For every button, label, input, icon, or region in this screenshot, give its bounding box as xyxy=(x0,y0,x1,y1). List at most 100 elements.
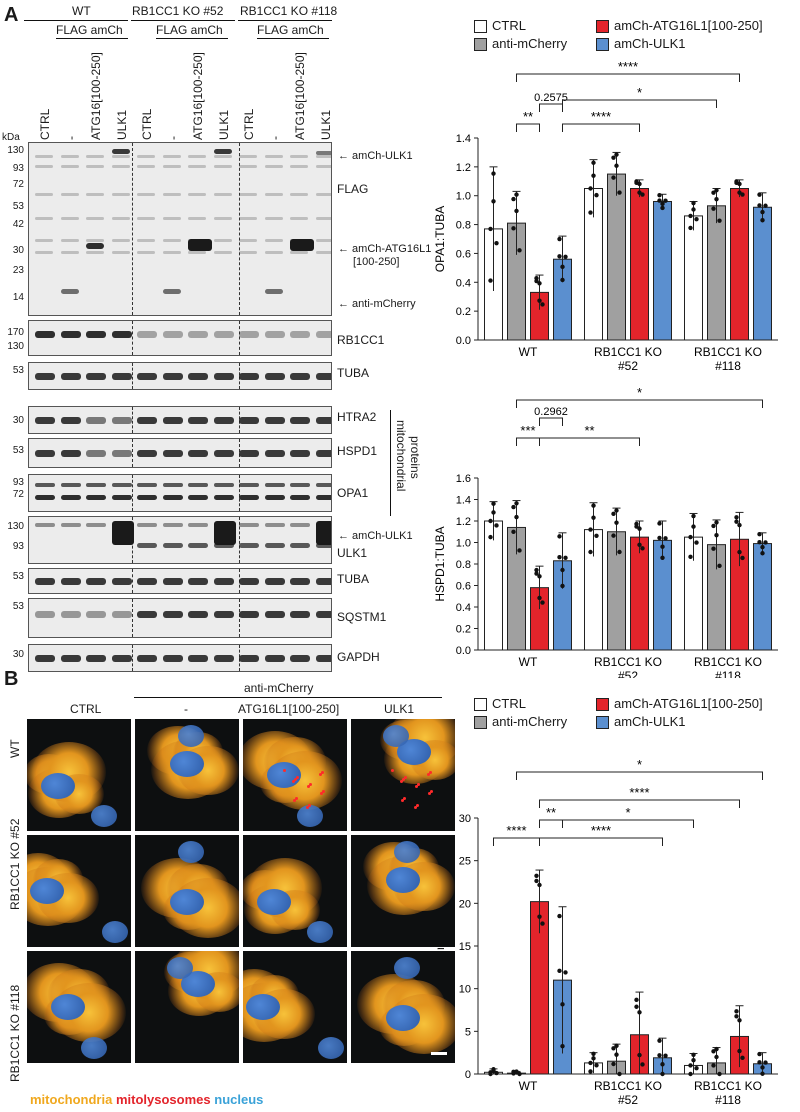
lane-label: ULK1 xyxy=(216,109,231,140)
x-category-label: WT xyxy=(519,345,538,359)
mw-marker: 72 xyxy=(12,179,24,190)
significance-label: * xyxy=(637,85,642,100)
blot-row xyxy=(28,406,332,434)
nucleus xyxy=(246,994,281,1020)
legend-swatch-ctrl xyxy=(474,698,487,711)
blot-row xyxy=(28,598,332,638)
data-point xyxy=(660,201,665,207)
mw-marker: 72 xyxy=(12,489,24,500)
y-tick-label: 0.4 xyxy=(456,602,471,614)
data-point xyxy=(640,192,645,197)
data-point xyxy=(757,203,762,208)
data-point xyxy=(588,1060,593,1066)
data-point xyxy=(634,997,639,1003)
blot-flag-line-2 xyxy=(156,38,228,39)
significance-label: *** xyxy=(520,423,535,438)
significance-label: **** xyxy=(629,785,649,800)
blot-row xyxy=(28,568,332,594)
data-point xyxy=(534,873,539,878)
micrograph xyxy=(26,950,132,1064)
data-point xyxy=(714,196,719,202)
data-point xyxy=(714,1054,719,1060)
x-category-label: #52 xyxy=(618,669,638,678)
mw-marker: 130 xyxy=(7,521,24,532)
data-point xyxy=(760,209,765,215)
significance-bracket xyxy=(539,819,563,828)
annot-amch-ulk1-2: ← amCh-ULK1 xyxy=(338,530,413,542)
data-point xyxy=(591,1056,596,1061)
y-tick-label: 15 xyxy=(459,941,471,953)
data-point xyxy=(660,1071,665,1077)
significance-label: ** xyxy=(546,805,556,820)
data-point xyxy=(688,554,693,560)
significance-label: ** xyxy=(584,423,594,438)
micrograph xyxy=(134,718,240,832)
data-point xyxy=(514,501,519,506)
data-point xyxy=(594,192,599,198)
legend-swatch-ulk1 xyxy=(596,716,609,729)
data-point xyxy=(488,226,493,232)
significance-bracket xyxy=(539,837,663,846)
data-point xyxy=(488,518,493,524)
mw-marker: 53 xyxy=(12,201,24,212)
y-tick-label: 0.6 xyxy=(456,581,471,593)
legend-swatch-ulk1 xyxy=(596,38,609,51)
lane-label: ULK1 xyxy=(114,109,129,140)
data-point xyxy=(740,1055,745,1061)
mw-marker: 53 xyxy=(12,365,24,376)
data-point xyxy=(588,549,593,555)
lane-label: ATG16[100-250] xyxy=(191,52,205,140)
data-point xyxy=(637,1010,642,1015)
lane-label: CTRL xyxy=(38,108,52,140)
data-point xyxy=(614,1052,619,1057)
lane-label: - xyxy=(165,136,180,140)
data-point xyxy=(640,546,645,551)
data-point xyxy=(560,567,565,573)
y-tick-label: 1.2 xyxy=(456,162,471,174)
data-point xyxy=(691,1057,696,1063)
data-point xyxy=(757,1051,762,1057)
significance-bracket xyxy=(562,123,640,132)
y-tick-label: 0.8 xyxy=(456,220,471,232)
significance-label: **** xyxy=(591,823,611,838)
nucleus xyxy=(30,878,65,904)
significance-bracket xyxy=(539,437,640,446)
data-point xyxy=(760,218,765,223)
data-point xyxy=(760,1065,765,1070)
data-point xyxy=(614,520,619,525)
data-point xyxy=(540,302,545,307)
micrograph xyxy=(242,718,348,832)
data-point xyxy=(657,535,662,541)
data-point xyxy=(757,192,762,197)
data-point xyxy=(560,1043,565,1049)
data-point xyxy=(663,198,668,203)
bar xyxy=(753,543,772,651)
micro-anti-mcherry-line xyxy=(134,697,442,698)
data-point xyxy=(640,1062,645,1067)
data-point xyxy=(711,206,716,211)
nucleus xyxy=(386,866,420,893)
data-point xyxy=(737,181,742,187)
mw-marker: 30 xyxy=(12,649,24,660)
data-point xyxy=(611,1061,616,1067)
data-point xyxy=(488,278,493,283)
legend-label-ulk1: amCh-ULK1 xyxy=(614,714,686,729)
data-point xyxy=(634,1004,639,1009)
micro-col-ulk1: ULK1 xyxy=(384,702,415,716)
caption-mitolysosomes: mitolysosomes xyxy=(115,1092,211,1107)
micro-col-minus: - xyxy=(184,702,188,716)
mito-bracket xyxy=(390,410,391,516)
nucleus xyxy=(51,994,86,1020)
significance-bracket xyxy=(562,99,717,108)
significance-label: **** xyxy=(506,823,526,838)
data-point xyxy=(557,254,562,259)
data-point xyxy=(540,600,545,605)
data-point xyxy=(511,529,516,535)
lane-label: CTRL xyxy=(242,108,256,140)
x-category-label: #118 xyxy=(715,669,741,678)
blot-group-ko118-line xyxy=(238,20,332,21)
mw-marker: 93 xyxy=(12,541,24,552)
legend-swatch-anti_mcherry xyxy=(474,716,487,729)
data-point xyxy=(494,240,499,246)
data-point xyxy=(588,527,593,532)
